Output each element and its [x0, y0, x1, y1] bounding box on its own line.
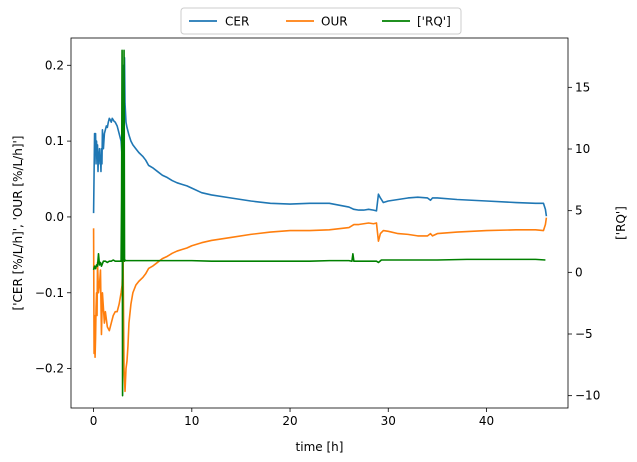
y-axis-right: −10 −5 0 5 10 15	[568, 80, 600, 403]
y-left-tick-label: −0.2	[35, 362, 64, 376]
x-axis: 0 10 20 30 40	[90, 408, 494, 428]
y-left-tick-label: 0.0	[45, 210, 64, 224]
y-right-tick-label: −5	[575, 327, 593, 341]
legend-label-rq: ['RQ']	[417, 15, 451, 29]
x-tick-label: 10	[184, 414, 199, 428]
x-tick-label: 40	[479, 414, 494, 428]
y-right-tick-label: 10	[575, 142, 590, 156]
y-axis-left-label: ['CER [%/L/h]', 'OUR [%/L/h]']	[11, 136, 25, 311]
series-layer	[92, 49, 548, 397]
y-left-tick-label: 0.2	[45, 58, 64, 72]
x-tick-label: 20	[282, 414, 297, 428]
y-left-tick-label: 0.1	[45, 134, 64, 148]
legend-label-our: OUR	[321, 15, 348, 29]
series-line-our	[92, 217, 548, 393]
x-tick-label: 30	[381, 414, 396, 428]
legend: CER OUR ['RQ']	[180, 7, 462, 35]
y-left-tick-label: −0.1	[35, 286, 64, 300]
x-tick-label: 0	[90, 414, 98, 428]
y-axis-left: −0.2 −0.1 0.0 0.1 0.2	[35, 58, 71, 376]
y-right-tick-label: 15	[575, 80, 590, 94]
y-right-tick-label: 0	[575, 265, 583, 279]
series-line-rq	[92, 49, 546, 397]
x-axis-label: time [h]	[296, 440, 344, 454]
y-axis-right-label: ['RQ']	[614, 206, 628, 240]
legend-frame	[180, 7, 462, 35]
legend-label-cer: CER	[225, 15, 249, 29]
y-right-tick-label: 5	[575, 204, 583, 218]
plot-area-frame	[70, 37, 569, 409]
y-right-tick-label: −10	[575, 389, 600, 403]
series-line-cer	[92, 56, 548, 218]
